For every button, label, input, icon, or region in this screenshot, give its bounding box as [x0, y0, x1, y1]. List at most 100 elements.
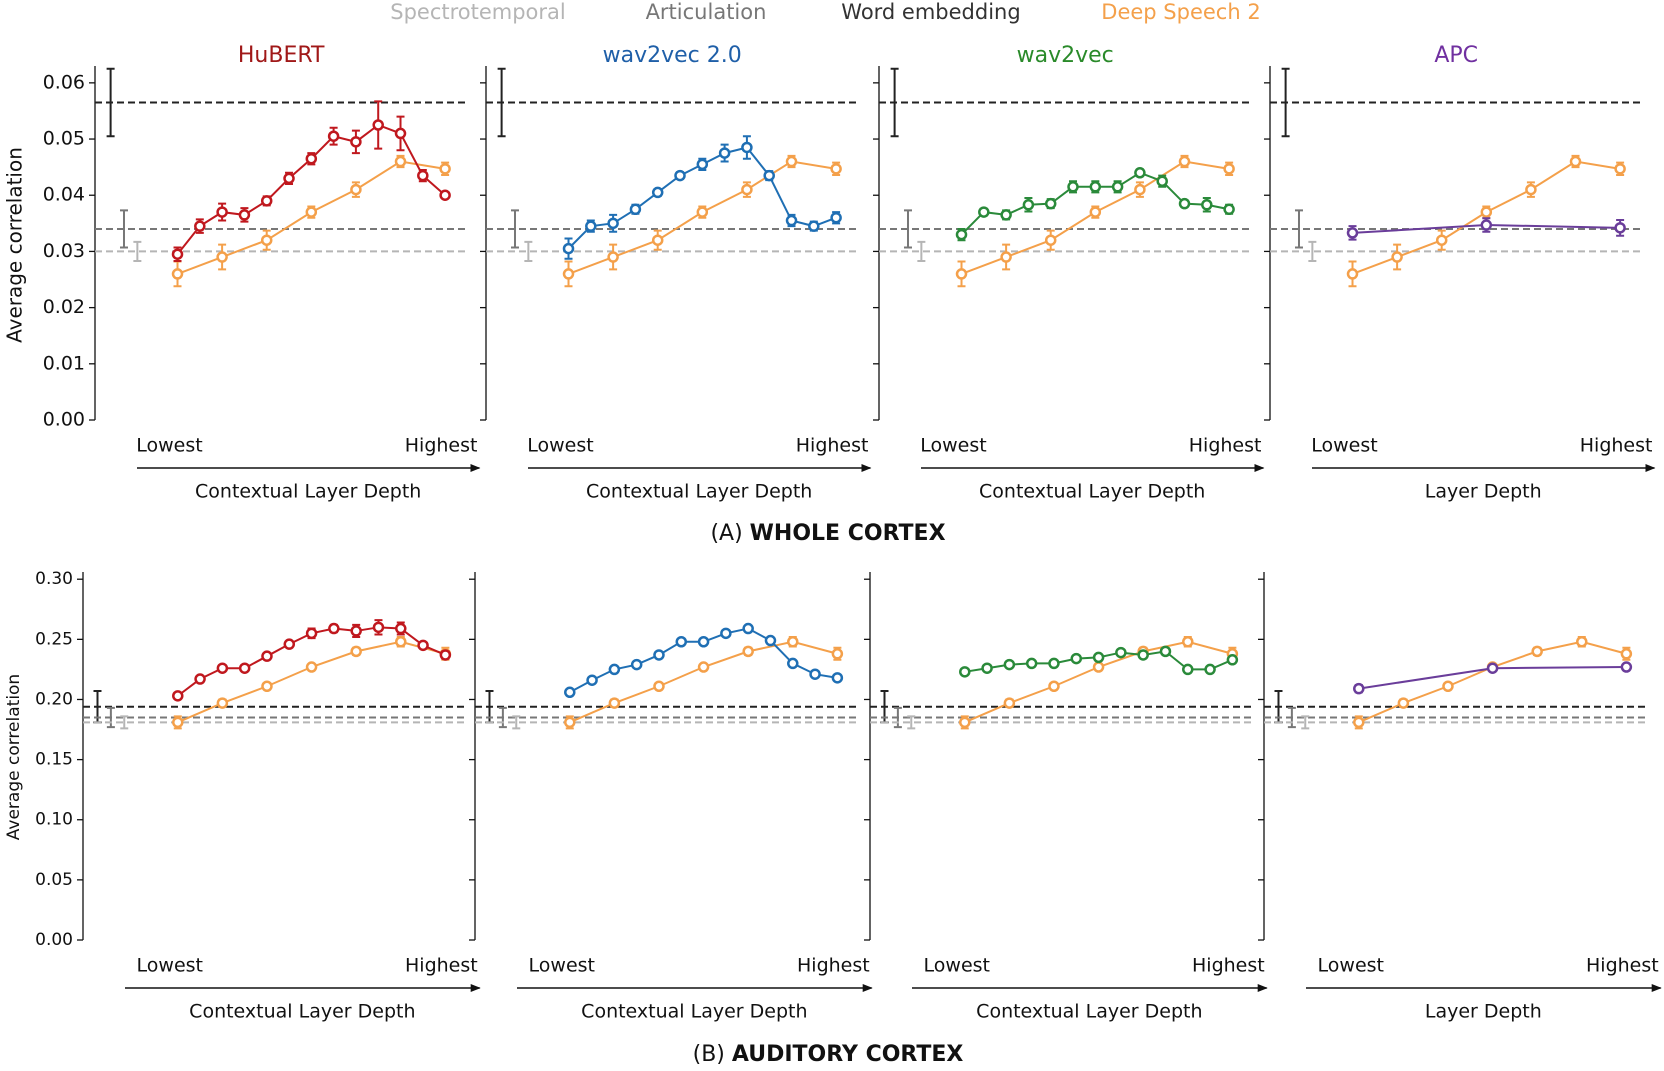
section-title: WHOLE CORTEX	[750, 521, 946, 546]
point	[261, 680, 273, 692]
section-letter: (A)	[710, 521, 742, 546]
y-tick-label: 0.10	[35, 810, 73, 830]
x-end-label: Highest	[405, 435, 478, 457]
point	[562, 268, 575, 280]
point	[1525, 183, 1537, 196]
point	[1223, 163, 1235, 175]
point	[562, 242, 575, 255]
point	[395, 622, 407, 635]
point	[955, 228, 968, 241]
point	[1067, 181, 1079, 193]
point	[1134, 183, 1146, 196]
point	[350, 645, 362, 658]
point	[1003, 697, 1016, 709]
y-tick-label: 0.25	[35, 629, 73, 649]
x-axis-label: Layer Depth	[1425, 481, 1542, 503]
baseline-error-bar	[119, 209, 128, 249]
point	[955, 268, 968, 280]
point	[238, 209, 251, 221]
baseline-error-bar	[510, 209, 519, 249]
point	[830, 211, 842, 224]
point	[1025, 657, 1038, 670]
point	[1092, 661, 1105, 673]
section-label: (A) WHOLE CORTEX	[710, 521, 945, 546]
point	[439, 649, 452, 661]
point	[305, 152, 318, 165]
point	[1480, 206, 1493, 218]
point	[831, 672, 844, 684]
point	[350, 136, 362, 148]
y-tick-label: 0.30	[35, 569, 73, 589]
point	[1070, 652, 1083, 665]
y-tick-label: 0.00	[43, 409, 85, 431]
baseline-error-bar	[106, 706, 115, 729]
point	[1226, 654, 1239, 666]
point	[1044, 197, 1057, 210]
y-tick-label: 0.01	[43, 352, 85, 374]
point	[978, 206, 990, 218]
y-axis-label: Average correlation	[4, 674, 24, 840]
point	[651, 186, 664, 199]
point	[1022, 199, 1035, 211]
point	[439, 189, 451, 201]
point	[608, 697, 621, 709]
point	[741, 141, 753, 154]
point	[653, 649, 665, 661]
y-tick-label: 0.06	[43, 71, 85, 93]
point	[1569, 155, 1582, 168]
point	[981, 662, 993, 674]
point	[305, 206, 318, 218]
x-end-label: Highest	[1189, 435, 1262, 457]
baseline-error-bar	[890, 67, 899, 138]
point	[1000, 251, 1012, 263]
y-axis-label: Average correlation	[3, 147, 27, 343]
y-tick-label: 0.05	[43, 128, 85, 150]
series-line	[176, 123, 446, 255]
point	[439, 163, 451, 175]
point	[350, 183, 362, 196]
point	[1201, 199, 1213, 211]
point	[194, 673, 206, 685]
point	[1159, 645, 1172, 658]
point	[1486, 662, 1499, 674]
point	[696, 206, 709, 218]
point	[1089, 181, 1102, 193]
point	[1178, 155, 1191, 168]
y-tick-label: 0.00	[35, 930, 73, 950]
point	[194, 220, 206, 232]
x-end-label: Lowest	[529, 955, 595, 977]
point	[1442, 680, 1454, 692]
baseline-error-bar	[106, 67, 115, 138]
point	[394, 155, 407, 168]
x-end-label: Highest	[1580, 435, 1653, 457]
point	[1044, 234, 1057, 246]
x-axis-label: Contextual Layer Depth	[189, 1001, 415, 1023]
point	[417, 169, 429, 182]
point	[372, 621, 385, 634]
point	[1620, 648, 1633, 660]
point	[395, 636, 407, 648]
baseline-error-bar	[120, 715, 129, 730]
panel-title: wav2vec 2.0	[603, 43, 742, 68]
baseline-error-bar	[907, 715, 916, 730]
point	[697, 661, 710, 673]
baseline-error-bar	[512, 715, 521, 730]
point	[653, 680, 665, 692]
baseline-error-bar	[1308, 240, 1317, 262]
point	[697, 636, 710, 648]
x-end-label: Lowest	[920, 435, 986, 457]
x-end-label: Highest	[797, 955, 870, 977]
x-end-label: Highest	[405, 955, 478, 977]
point	[586, 674, 598, 686]
point	[564, 716, 576, 729]
point	[1346, 227, 1359, 239]
x-end-label: Lowest	[1318, 955, 1384, 977]
baseline-error-bar	[498, 706, 507, 729]
point	[1223, 203, 1235, 216]
baseline-error-bar	[1301, 715, 1310, 730]
point	[394, 127, 407, 140]
baseline-error-bar	[133, 240, 142, 262]
point	[809, 668, 821, 680]
point	[564, 686, 576, 699]
y-tick-label: 0.02	[43, 296, 85, 318]
